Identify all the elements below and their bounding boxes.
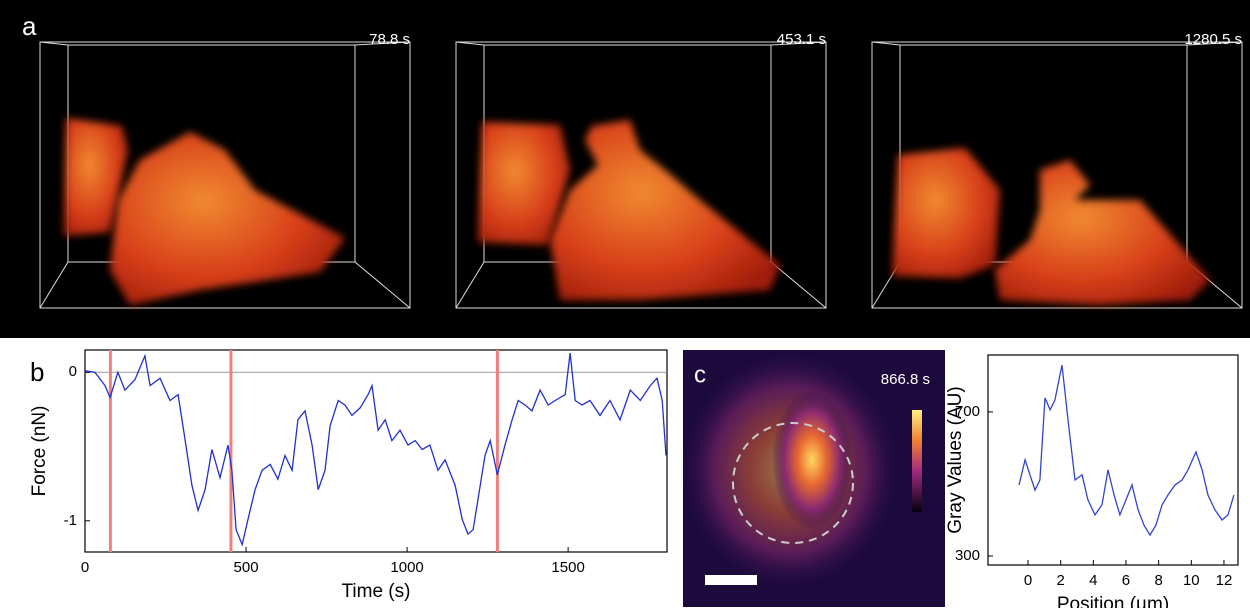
cell-render [478, 122, 570, 245]
panel-label: a [22, 11, 37, 41]
x-tick-label: 2 [1056, 572, 1064, 589]
cell-render [995, 160, 1210, 305]
cell-render [110, 132, 345, 305]
volume-frames [39, 41, 1243, 309]
data-line [84, 352, 667, 547]
y-axis-label: Gray Values (AU) [945, 386, 966, 533]
x-tick-label: 0 [1024, 572, 1032, 589]
y-axis-label: Force (nN) [29, 406, 50, 497]
x-axis-label: Position (µm) [1057, 594, 1169, 608]
panel-label: c [694, 361, 706, 388]
plot-frame [987, 354, 1239, 566]
frame-time: 78.8 s [369, 31, 410, 48]
x-tick-label: 500 [234, 559, 259, 576]
bounding-box [39, 41, 411, 309]
volume-frame [871, 41, 1243, 309]
volume-frame [39, 41, 411, 309]
x-tick-label: 12 [1216, 572, 1233, 589]
y-tick-label: 300 [955, 547, 980, 564]
x-tick-label: 10 [1183, 572, 1200, 589]
x-axis-label: Time (s) [342, 581, 411, 602]
data-line [1018, 364, 1235, 537]
image-time: 866.8 s [881, 371, 930, 388]
x-tick-label: 4 [1089, 572, 1097, 589]
cell-render [550, 120, 780, 300]
roi-circle [732, 422, 854, 544]
panel-label: b [30, 357, 44, 387]
colorbar [912, 410, 922, 512]
x-tick-label: 8 [1154, 572, 1162, 589]
image-bright [772, 390, 852, 530]
scale-bar [705, 575, 757, 585]
x-tick-label: 0 [81, 559, 89, 576]
cell-render [64, 118, 128, 236]
x-tick-label: 6 [1122, 572, 1130, 589]
y-tick-label: -1 [64, 512, 77, 529]
y-tick-label: 0 [69, 363, 77, 380]
frame-time: 1280.5 s [1184, 31, 1242, 48]
x-tick-label: 1500 [551, 559, 584, 576]
frame-time: 453.1 s [777, 31, 826, 48]
cell-render [892, 148, 1000, 278]
plot-frame [84, 349, 668, 553]
volume-frame [455, 41, 827, 309]
y-tick-label: 700 [955, 403, 980, 420]
x-tick-label: 1000 [390, 559, 423, 576]
